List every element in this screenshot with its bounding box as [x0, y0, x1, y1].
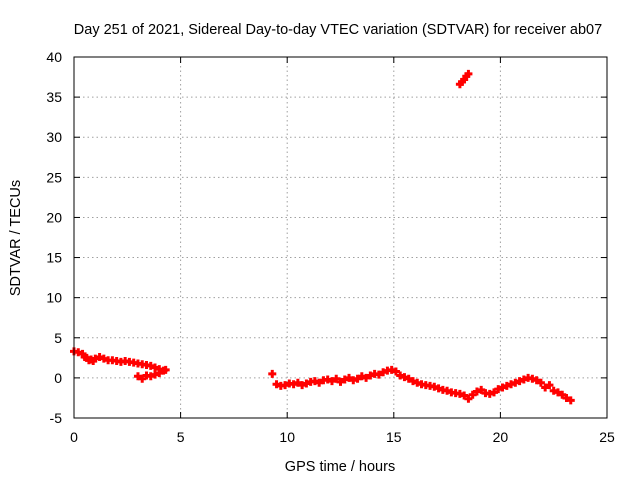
data-point: [404, 374, 413, 383]
data-point: [566, 396, 575, 405]
data-point: [558, 390, 567, 399]
data-point: [396, 371, 405, 380]
x-tick-label: 20: [493, 429, 509, 445]
data-point: [138, 374, 147, 383]
data-point: [362, 373, 371, 382]
data-point: [511, 378, 520, 387]
y-tick-label: 40: [46, 49, 62, 65]
data-point: [302, 379, 311, 388]
data-point: [464, 394, 473, 403]
data-point: [272, 380, 281, 389]
data-point: [408, 377, 417, 386]
data-point: [434, 384, 443, 393]
y-tick-label: -5: [50, 410, 63, 426]
data-point: [485, 389, 494, 398]
data-point: [468, 390, 477, 399]
data-point: [99, 354, 108, 363]
data-point: [515, 377, 524, 386]
data-point: [91, 354, 100, 363]
grid: [74, 57, 607, 418]
data-point: [340, 375, 349, 384]
data-point: [464, 69, 473, 78]
data-point: [161, 365, 170, 374]
data-point: [502, 381, 511, 390]
data-point: [155, 369, 164, 378]
data-point: [151, 370, 160, 379]
data-point: [146, 372, 155, 381]
data-point: [494, 385, 503, 394]
data-point: [519, 375, 528, 384]
data-point: [460, 391, 469, 400]
data-point: [549, 386, 558, 395]
y-axis-label: SDTVAR / TECUs: [8, 180, 24, 296]
y-tick-label: 10: [46, 290, 62, 306]
x-tick-label: 0: [70, 429, 78, 445]
data-point: [498, 383, 507, 392]
data-point: [323, 375, 332, 384]
data-point: [151, 363, 160, 372]
data-point: [268, 369, 277, 378]
data-point: [74, 348, 83, 357]
y-tick-label: 25: [46, 169, 62, 185]
data-point: [391, 367, 400, 376]
data-point: [528, 374, 537, 383]
data-point: [336, 377, 345, 386]
y-tick-label: 20: [46, 209, 62, 225]
data-point: [553, 388, 562, 397]
data-point: [400, 373, 409, 382]
data-point: [310, 377, 319, 386]
data-point: [430, 382, 439, 391]
y-tick-label: 35: [46, 89, 62, 105]
x-tick-label: 15: [386, 429, 402, 445]
data-point: [315, 378, 324, 387]
data-point: [357, 372, 366, 381]
data-point: [298, 381, 307, 390]
data-point: [541, 383, 550, 392]
data-point: [146, 361, 155, 370]
data-point: [281, 381, 290, 390]
data-point: [345, 373, 354, 382]
axis-ticks: 0 5 10 15 20 25 -5 0 5 10 15 20 25 30 35 40: [46, 49, 615, 445]
data-point: [353, 374, 362, 383]
data-point: [532, 376, 541, 385]
data-point: [472, 387, 481, 396]
data-point: [507, 380, 516, 389]
x-tick-label: 10: [279, 429, 295, 445]
chart-title: Day 251 of 2021, Sidereal Day-to-day VTE…: [74, 22, 602, 38]
data-point: [477, 385, 486, 394]
plot-frame: [73, 56, 608, 419]
data-points: [70, 69, 575, 405]
x-axis-label: GPS time / hours: [285, 459, 395, 475]
data-point: [455, 389, 464, 398]
y-tick-label: 0: [54, 370, 62, 386]
y-tick-label: 30: [46, 129, 62, 145]
data-point: [379, 368, 388, 377]
x-tick-label: 5: [177, 429, 185, 445]
data-point: [349, 376, 358, 385]
data-point: [387, 365, 396, 374]
data-point: [332, 374, 341, 383]
data-point: [443, 386, 452, 395]
data-point: [562, 393, 571, 402]
data-point: [490, 388, 499, 397]
data-point: [374, 370, 383, 379]
y-tick-label: 15: [46, 250, 62, 266]
data-point: [536, 378, 545, 387]
y-tick-label: 5: [54, 330, 62, 346]
data-point: [545, 381, 554, 390]
data-point: [133, 372, 142, 381]
data-point: [293, 378, 302, 387]
data-point: [413, 378, 422, 387]
data-point: [95, 353, 104, 362]
data-point: [366, 371, 375, 380]
x-tick-label: 25: [599, 429, 615, 445]
data-point: [289, 380, 298, 389]
data-point: [327, 377, 336, 386]
